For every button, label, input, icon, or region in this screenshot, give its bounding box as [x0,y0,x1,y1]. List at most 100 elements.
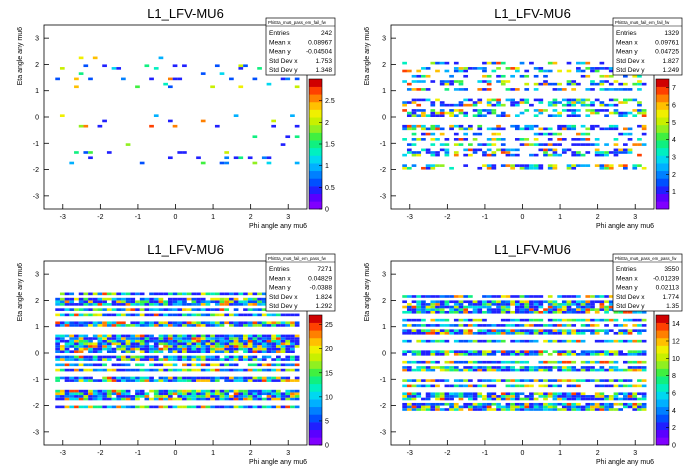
heat-cell [482,384,487,388]
heat-cell [261,334,267,338]
heat-cell [468,408,473,411]
heat-cell [590,143,595,146]
heat-cell [547,329,553,332]
heat-cell [425,132,431,136]
heat-cell [500,350,506,353]
heat-cell [529,310,534,314]
heat-cell [552,98,558,102]
heat-cell [257,292,262,296]
heat-cell [529,384,534,388]
heat-cell [402,331,407,335]
heat-cell [210,405,215,409]
stats-label: Mean x [269,39,291,46]
heat-cell [285,321,291,325]
heat-cell [64,389,70,393]
stats-value: 0.04829 [308,275,332,282]
heat-cell [243,64,248,68]
heat-cell [463,103,469,107]
heat-cell [233,324,239,327]
heat-cell [453,360,459,364]
heat-cell [618,397,624,401]
heat-cell [177,392,183,396]
heat-cell [576,402,581,406]
heat-cell [538,353,544,356]
heat-cell [594,138,600,141]
heat-cell [83,376,89,380]
heat-cell [69,321,75,325]
heat-cell [500,368,506,372]
heat-cell [435,331,440,335]
heat-cell [200,308,206,311]
heat-cell [439,82,445,86]
heat-cell [257,345,262,348]
heat-cell [425,98,431,102]
heat-cell [130,337,136,340]
heat-cell [547,153,553,157]
heat-cell [214,342,220,346]
heat-cell [214,308,220,311]
heat-cell [55,342,60,346]
heat-cell [102,363,107,367]
heat-cell [571,360,577,364]
heat-cell [294,363,300,367]
y-tick-label: 2 [35,62,39,69]
heat-cell [533,98,539,102]
heat-cell [557,331,562,335]
heat-cell [571,166,577,170]
heat-cell [435,124,440,128]
heat-cell [191,292,197,296]
heat-cell [139,389,145,393]
heat-cell [608,350,614,353]
heat-cell [416,98,422,102]
heat-cell [224,363,230,367]
heat-cell [641,397,647,401]
heat-cell [294,397,300,401]
heat-cell [425,350,431,353]
heat-cell [472,67,478,70]
heat-cell [421,353,426,356]
heat-cell [552,384,558,388]
heat-cell [599,408,605,411]
heat-cell [116,297,122,301]
heat-cell [177,308,183,311]
heat-cell [102,303,107,306]
heat-cell [435,153,440,157]
heat-cell [425,303,431,306]
heat-cell [406,397,412,401]
heat-cell [524,366,530,369]
heat-cell [191,297,197,301]
heat-cell [468,67,473,70]
heat-cell [421,127,426,131]
x-tick-label: -2 [444,214,450,221]
heat-cell [406,124,412,128]
heat-cell [524,353,530,356]
heat-cell [158,379,164,382]
heat-cell [229,379,234,382]
heat-cell [623,151,628,154]
color-scale-segment [656,353,669,362]
heat-cell [130,350,136,353]
heat-cell [608,384,614,388]
heat-cell [416,153,422,157]
heat-cell [463,69,469,73]
heat-cell [552,303,558,306]
heat-cell [613,310,619,314]
heat-cell [266,321,272,325]
heat-cell [229,339,234,343]
heat-cell [97,345,103,348]
heat-cell [69,355,75,359]
heat-cell [421,295,426,298]
heat-cell [233,337,239,340]
heat-cell [271,405,277,409]
heat-cell [571,143,577,146]
heat-cell [486,350,492,353]
heat-cell [233,303,239,306]
heat-cell [97,397,103,401]
heat-cell [144,345,150,348]
heat-cell [158,324,164,327]
heat-cell [608,408,614,411]
heat-cell [529,124,534,128]
heat-cell [153,339,159,343]
heat-cell [618,331,624,335]
heat-cell [566,408,572,411]
